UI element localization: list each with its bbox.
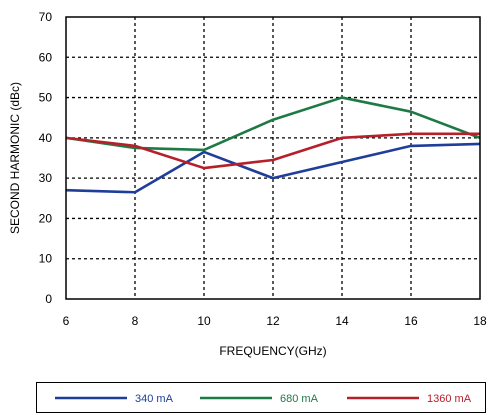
x-tick-label: 18 [473, 314, 487, 328]
y-tick-label: 50 [39, 91, 53, 105]
legend: 340 mA 680 mA 1360 mA [55, 393, 472, 405]
series-line-1 [65, 96, 481, 152]
y-tick-labels: 0 10 20 30 40 50 60 70 [39, 10, 53, 306]
series-line-0 [65, 142, 481, 194]
y-tick-label: 60 [39, 50, 53, 64]
x-axis-label: FREQUENCY(GHz) [219, 344, 326, 358]
y-axis-label: SECOND HARMONIC (dBc) [8, 82, 22, 234]
legend-label-2: 1360 mA [427, 393, 472, 405]
x-tick-label: 14 [335, 314, 349, 328]
y-tick-label: 70 [39, 10, 53, 24]
y-tick-label: 20 [39, 211, 53, 225]
x-tick-label: 8 [132, 314, 139, 328]
y-tick-label: 40 [39, 131, 53, 145]
x-tick-label: 6 [63, 314, 70, 328]
x-tick-label: 10 [197, 314, 211, 328]
legend-label-1: 680 mA [280, 393, 319, 405]
series-layer [65, 96, 481, 194]
grid [66, 17, 480, 299]
plot-frame [65, 16, 481, 300]
y-tick-label: 10 [39, 252, 53, 266]
x-tick-labels: 6 8 10 12 14 16 18 [63, 314, 487, 328]
x-tick-label: 16 [404, 314, 418, 328]
legend-label-0: 340 mA [135, 393, 174, 405]
x-tick-label: 12 [266, 314, 280, 328]
y-tick-label: 0 [45, 292, 52, 306]
series-line-2 [65, 132, 480, 170]
y-tick-label: 30 [39, 171, 53, 185]
